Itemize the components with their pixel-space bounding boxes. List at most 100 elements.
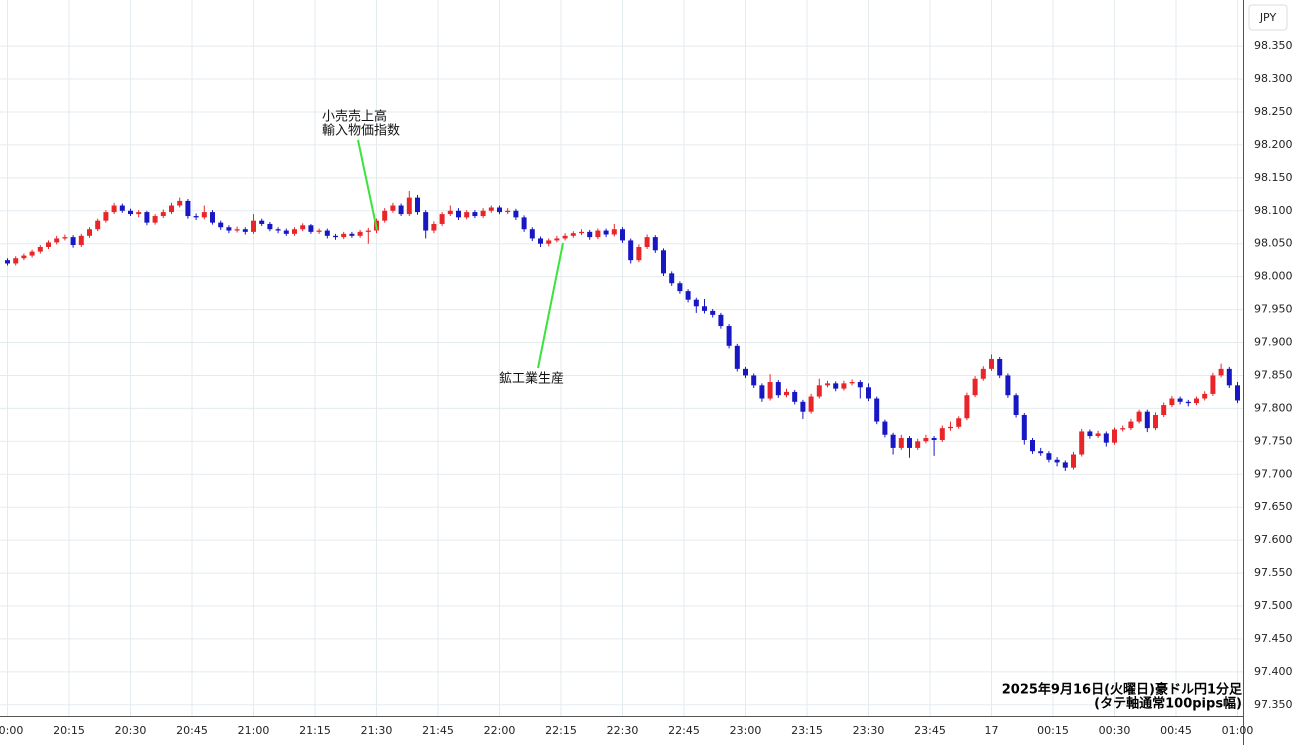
x-tick-label: 17 [985, 724, 999, 737]
y-tick-label: 97.750 [1254, 434, 1293, 447]
candle-body [1136, 411, 1142, 422]
candle-body [980, 368, 986, 379]
candle-body [718, 314, 724, 327]
x-tick-label: 22:30 [607, 724, 639, 737]
x-tick-label: 23:00 [730, 724, 762, 737]
candle-body [1169, 398, 1175, 406]
candle-body [1030, 440, 1035, 452]
x-tick-label: 21:00 [238, 724, 270, 737]
y-tick-label: 97.500 [1254, 599, 1293, 612]
candle-body [587, 231, 593, 238]
y-tick-label: 97.700 [1254, 467, 1293, 480]
candle-body [406, 197, 412, 215]
candle-body [37, 247, 43, 252]
candle-body [1071, 454, 1076, 468]
candle-body [29, 251, 35, 256]
candle-body [128, 210, 133, 215]
y-tick-label: 97.350 [1254, 698, 1293, 711]
candle-body [964, 395, 970, 419]
candle-body [1013, 395, 1019, 415]
y-tick-label: 98.000 [1254, 270, 1293, 283]
candle-body [661, 250, 666, 274]
annotation-line [537, 242, 564, 369]
y-tick-label: 98.050 [1254, 237, 1293, 250]
x-tick-label: 21:45 [422, 724, 454, 737]
candle-body [365, 230, 371, 232]
candle-body [759, 385, 765, 399]
candle-body [751, 375, 757, 386]
y-tick-label: 97.400 [1254, 665, 1293, 678]
candle-body [1161, 405, 1167, 415]
candle-body [152, 216, 158, 223]
candle-body [1185, 401, 1191, 404]
x-tick-label: 00:15 [1037, 724, 1069, 737]
candle-body [636, 247, 642, 261]
x-tick-label: 00:45 [1160, 724, 1192, 737]
candle-body [841, 383, 847, 389]
candle-body [997, 358, 1003, 376]
candle-body [726, 326, 732, 346]
candle-body [808, 396, 814, 412]
candle-body [275, 229, 281, 231]
candle-body [324, 230, 330, 236]
candle-body [333, 235, 338, 238]
candle-body [341, 233, 347, 238]
candle-body [488, 207, 494, 211]
candle-body [784, 391, 789, 396]
x-tick-label: 20:00 [0, 724, 23, 737]
candle-body [497, 207, 502, 213]
candle-body [956, 418, 962, 427]
candle-body [1062, 462, 1068, 468]
candle-body [242, 229, 248, 232]
candle-body [62, 237, 68, 239]
y-tick-label: 98.100 [1254, 204, 1293, 217]
candle-body [1226, 368, 1232, 386]
candle-body [218, 222, 224, 228]
currency-box [1248, 4, 1288, 31]
candle-body [595, 230, 601, 238]
x-tick-label: 23:15 [791, 724, 823, 737]
x-tick-label: 20:30 [115, 724, 147, 737]
candle-body [1177, 398, 1183, 402]
candle-body [538, 238, 543, 244]
candle-body [611, 229, 617, 235]
candle-body [693, 299, 699, 307]
candle-body [447, 210, 453, 215]
candle-body [398, 205, 404, 215]
y-tick-label: 98.250 [1254, 105, 1293, 118]
candle-body [1095, 433, 1101, 437]
y-tick-label: 98.200 [1254, 138, 1293, 151]
candle-body [251, 220, 256, 232]
candle-body [357, 231, 363, 236]
x-tick-label: 00:30 [1099, 724, 1131, 737]
candle-body [1046, 453, 1052, 460]
candle-body [554, 238, 560, 241]
candle-body [685, 291, 691, 300]
candle-body [816, 385, 822, 397]
y-axis-panel [1243, 0, 1300, 745]
candle-body [1153, 414, 1158, 429]
candle-body [423, 212, 429, 231]
x-tick-label: 21:15 [299, 724, 331, 737]
candle-body [177, 200, 183, 206]
candle-body [1038, 451, 1044, 454]
candle-body [857, 382, 863, 388]
y-tick-label: 98.300 [1254, 72, 1293, 85]
grid [0, 0, 1243, 716]
candle-body [1005, 375, 1011, 396]
candle-body [1054, 459, 1060, 463]
candle-body [1128, 421, 1134, 429]
candle-body [201, 212, 207, 218]
x-tick-label: 23:45 [914, 724, 946, 737]
candle-body [579, 231, 584, 234]
candle-body [1112, 429, 1117, 443]
candle-body [21, 255, 27, 259]
candle-body [890, 434, 896, 448]
candle-body [292, 229, 297, 234]
candle-body [193, 216, 199, 218]
candle-body [570, 233, 576, 236]
candle-body [349, 233, 355, 236]
candle-body [1103, 433, 1109, 443]
candle-body [849, 382, 855, 384]
